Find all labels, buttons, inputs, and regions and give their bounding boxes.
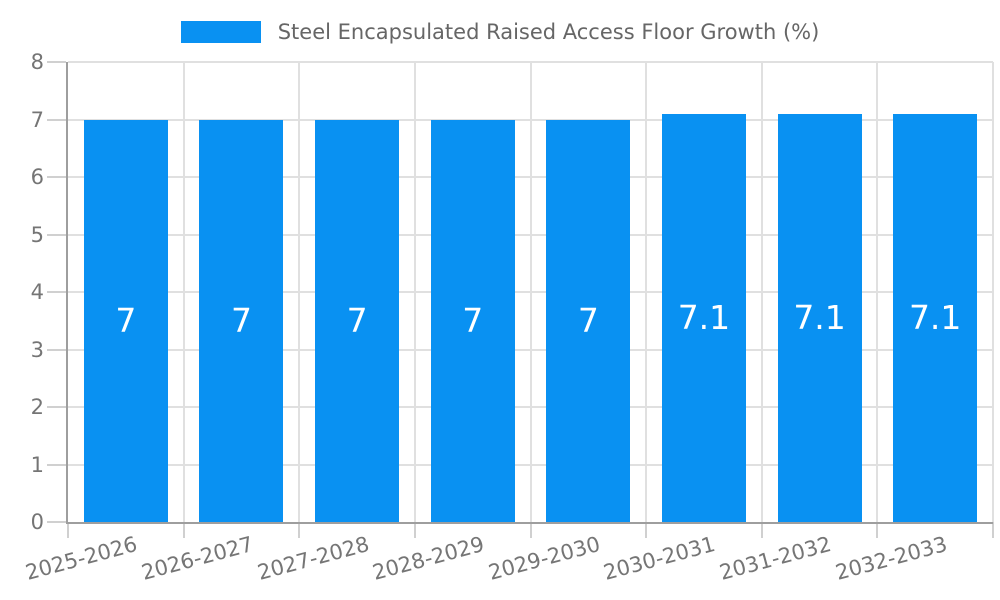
x-tick-label: 2032-2033 <box>832 532 950 585</box>
bar <box>546 119 631 522</box>
x-tick-label: 2027-2028 <box>254 532 372 585</box>
y-tick <box>47 118 66 121</box>
y-tick <box>47 61 66 63</box>
v-gridline <box>645 62 648 522</box>
x-axis-line <box>66 522 993 524</box>
legend-label: Steel Encapsulated Raised Access Floor G… <box>277 20 820 44</box>
y-tick <box>47 233 66 236</box>
bar <box>315 119 400 522</box>
v-gridline <box>413 62 416 522</box>
chart-legend: Steel Encapsulated Raised Access Floor G… <box>0 20 1000 44</box>
x-tick <box>645 522 648 538</box>
y-tick <box>47 406 66 408</box>
v-gridline <box>298 62 301 522</box>
bar-value-label: 7.1 <box>793 297 846 337</box>
bar-value-label: 7 <box>115 300 137 340</box>
x-tick-label: 2031-2032 <box>716 532 834 585</box>
y-tick-label: 8 <box>30 50 44 74</box>
v-gridline <box>992 62 994 522</box>
y-tick-label: 6 <box>30 165 44 189</box>
x-tick <box>67 522 69 538</box>
bar-value-label: 7.1 <box>677 297 731 337</box>
x-tick <box>760 522 763 538</box>
x-tick <box>992 522 994 538</box>
y-tick-label: 7 <box>30 107 44 132</box>
y-tick-label: 1 <box>30 452 44 477</box>
bar-value-label: 7 <box>462 300 484 340</box>
y-tick <box>47 463 66 466</box>
x-tick <box>529 522 532 538</box>
bar-value-label: 7.1 <box>908 297 962 337</box>
bar <box>777 113 862 522</box>
bar <box>199 119 284 522</box>
bar-value-label: 7 <box>346 300 368 340</box>
plot-area: 7 7 7 7 7 7.1 7.1 7.1 <box>47 61 994 538</box>
bar <box>893 113 978 522</box>
v-gridline <box>876 62 879 522</box>
x-tick <box>298 522 301 538</box>
x-tick-label: 2028-2029 <box>370 532 487 585</box>
v-gridline <box>760 62 763 522</box>
y-tick-label: 4 <box>30 280 44 304</box>
bar-value-label: 7 <box>577 300 599 340</box>
x-tick <box>413 522 416 538</box>
y-tick-label: 2 <box>30 395 44 419</box>
y-tick <box>47 176 66 178</box>
x-tick <box>876 522 879 538</box>
x-tick-label: 2029-2030 <box>485 532 603 585</box>
v-gridline <box>529 62 532 522</box>
v-gridline <box>182 62 185 522</box>
bar <box>661 113 746 522</box>
y-tick-label: 0 <box>30 510 44 534</box>
y-tick <box>47 348 66 351</box>
x-tick-label: 2025-2026 <box>23 532 141 585</box>
bar-value-label: 7 <box>230 300 252 340</box>
y-tick-label: 5 <box>30 222 44 247</box>
bar <box>430 119 515 522</box>
legend-swatch <box>180 21 261 43</box>
bar <box>83 119 168 522</box>
y-tick <box>47 291 66 293</box>
x-tick-label: 2030-2031 <box>601 532 719 585</box>
y-axis-line <box>66 62 68 524</box>
y-tick <box>47 521 66 523</box>
x-tick <box>182 522 185 538</box>
x-tick-label: 2026-2027 <box>138 532 256 585</box>
y-tick-label: 3 <box>30 337 44 362</box>
